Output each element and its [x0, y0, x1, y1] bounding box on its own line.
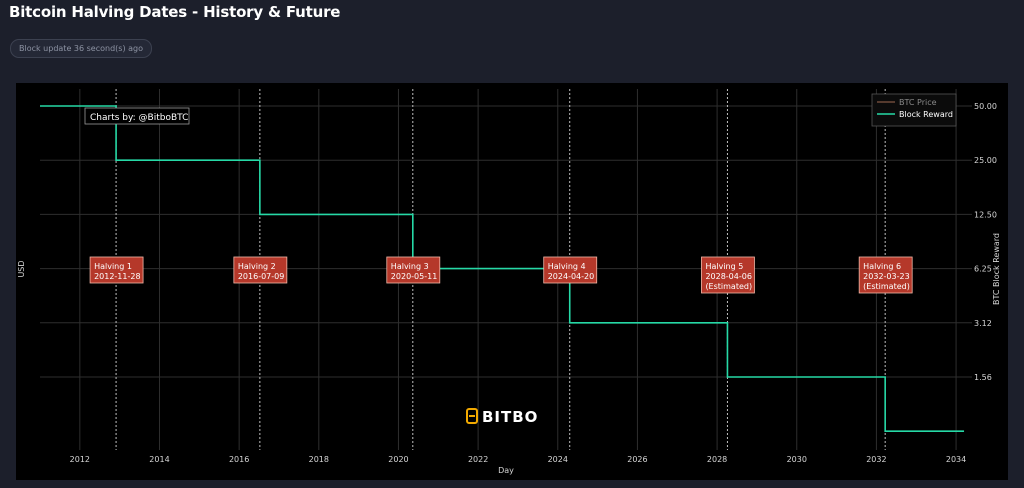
x-tick-label: 2016 [229, 455, 249, 464]
halving-annotation-box [858, 256, 913, 294]
chart-credit-box [84, 107, 190, 125]
halving-date: 2012-11-28 [94, 272, 141, 281]
halving-date: 2028-04-06 [705, 272, 752, 281]
bitbo-wordmark: BITBO [482, 408, 538, 426]
page-title: Bitcoin Halving Dates - History & Future [9, 3, 341, 21]
halving-annotation-box [386, 256, 441, 284]
halving-annotation-box [233, 256, 288, 284]
y-tick-label: 1.56 [974, 373, 992, 382]
halving-annotation-box [543, 256, 598, 284]
chart-credit-text: Charts by: @BitboBTC [90, 113, 188, 123]
halving-title: Halving 1 [94, 262, 132, 271]
grid-lines [40, 89, 972, 450]
halving-title: Halving 6 [863, 262, 901, 271]
y-tick-label: 25.00 [974, 156, 997, 165]
x-axis-title: Day [498, 466, 514, 475]
block-reward-line[interactable] [40, 105, 965, 432]
x-tick-label: 2018 [309, 455, 329, 464]
x-tick-label: 2034 [946, 455, 966, 464]
x-tick-label: 2026 [627, 455, 647, 464]
block-update-status: Block update 36 second(s) ago [10, 39, 152, 58]
chart-credit: Charts by: @BitboBTC [84, 107, 190, 125]
bitbo-logo-icon [466, 408, 478, 424]
x-tick-label: 2030 [787, 455, 807, 464]
halving-title: Halving 4 [548, 262, 586, 271]
legend-box [871, 93, 957, 127]
y-tick-label: 3.12 [974, 319, 992, 328]
halving-title: Halving 5 [705, 262, 743, 271]
chart-legend[interactable]: BTC Price Block Reward [871, 93, 957, 127]
x-tick-label: 2028 [707, 455, 727, 464]
halving-annotation-box [89, 256, 144, 284]
halving-date: 2032-03-23 [863, 272, 910, 281]
y-axis-title-left: USD [17, 260, 26, 277]
x-tick-label: 2012 [70, 455, 90, 464]
halving-date: 2016-07-09 [238, 272, 285, 281]
x-tick-label: 2020 [388, 455, 408, 464]
halving-chart[interactable]: 2012 2014 2016 2018 2020 2022 2024 2026 2028 2030… [16, 83, 1008, 480]
x-tick-label: 2024 [548, 455, 568, 464]
bitbo-watermark: BITBO [466, 408, 538, 426]
x-tick-label: 2014 [149, 455, 169, 464]
halving-date: 2020-05-11 [391, 272, 438, 281]
halving-note: (Estimated) [705, 282, 752, 291]
legend-item[interactable]: Block Reward [899, 110, 953, 119]
y-axis-title-right: BTC Block Reward [992, 233, 1001, 305]
y-tick-label: 12.50 [974, 210, 997, 219]
halving-chart-svg[interactable]: 2012 2014 2016 2018 2020 2022 2024 2026 2028 2030… [16, 83, 1008, 480]
x-tick-label: 2022 [468, 455, 488, 464]
y-tick-label: 50.00 [974, 102, 997, 111]
halving-title: Halving 2 [238, 262, 276, 271]
halving-date: 2024-04-20 [548, 272, 595, 281]
halving-annotation-box [701, 256, 755, 294]
y-tick-label: 6.25 [974, 265, 992, 274]
halving-title: Halving 3 [391, 262, 429, 271]
x-tick-label: 2032 [866, 455, 886, 464]
legend-item[interactable]: BTC Price [899, 98, 937, 107]
halving-note: (Estimated) [863, 282, 910, 291]
